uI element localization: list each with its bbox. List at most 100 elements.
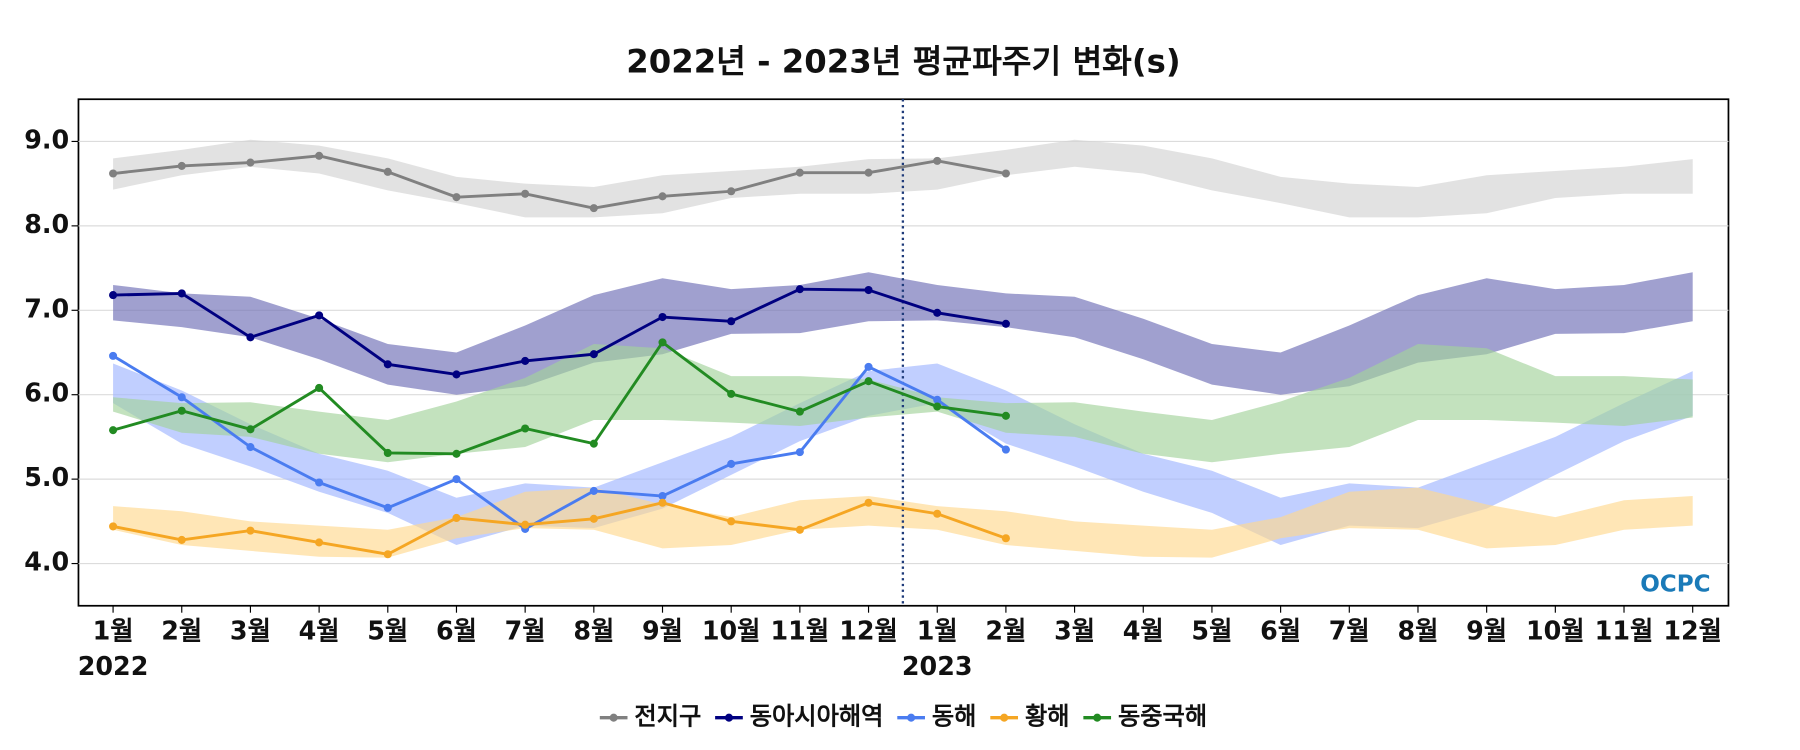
legend-marker [1093,713,1102,722]
data-point [864,168,873,177]
x-tick-label: 9월 [642,615,683,645]
legend: 전지구 동아시아해역 동해 황해 동중국해 [599,703,1207,731]
data-point [452,370,461,379]
data-point [383,360,392,369]
data-point [246,425,255,434]
data-point [589,439,598,448]
data-point [727,459,736,468]
legend-label: 전지구 [634,703,701,731]
data-point [452,193,461,202]
y-tick-label: 8.0 [24,209,69,239]
data-point [727,317,736,326]
data-point [589,204,598,213]
data-point [933,509,942,518]
data-point [795,168,804,177]
data-point [246,333,255,342]
legend-label: 황해 [1025,703,1070,731]
x-tick-label: 5월 [367,615,408,645]
data-point [933,308,942,317]
data-point [727,389,736,398]
x-tick-label: 6월 [436,615,477,645]
y-tick-label: 4.0 [24,547,69,577]
x-tick-label: 11월 [1595,615,1654,645]
data-point [521,189,530,198]
data-point [1001,534,1010,543]
data-point [933,402,942,411]
data-point [864,377,873,386]
data-point [177,535,186,544]
data-point [383,167,392,176]
x-tick-label: 4월 [299,615,340,645]
data-point [1001,169,1010,178]
data-point [383,550,392,559]
data-point [315,538,324,547]
legend-marker [907,713,916,722]
data-point [177,161,186,170]
x-tick-label: 6월 [1260,615,1301,645]
x-tick-label: 2월 [161,615,202,645]
data-point [109,351,118,360]
data-point [177,393,186,402]
data-point [383,448,392,458]
x-tick-label: 12월 [1663,615,1722,645]
chart-title: 2022년 - 2023년 평균파주기 변화(s) [626,42,1180,80]
data-point [864,498,873,507]
x-tick-label: 8월 [1397,615,1438,645]
data-point [315,478,324,487]
data-point [315,383,324,392]
data-point [1001,319,1010,328]
data-point [589,486,598,495]
x-tick-label: 4월 [1123,615,1164,645]
data-point [589,350,598,359]
data-point [315,311,324,320]
data-point [521,424,530,433]
data-point [1001,411,1010,420]
data-point [864,362,873,371]
legend-label: 동중국해 [1118,703,1207,731]
series-line [113,287,1007,376]
plot-layer [78,99,1729,606]
data-point [109,169,118,178]
data-point [109,426,118,435]
data-point [658,192,667,201]
data-point [933,156,942,165]
data-point [246,158,255,167]
data-point [246,443,255,452]
data-point [177,289,186,298]
x-tick-label: 7월 [505,615,546,645]
x-tick-label: 11월 [771,615,830,645]
data-point [452,475,461,484]
x-tick-label: 1월 [917,615,958,645]
data-point [1001,445,1010,454]
legend-label: 동해 [932,703,977,731]
year-label: 2022 [78,651,149,681]
data-point [521,356,530,365]
data-point [795,407,804,416]
data-point [658,498,667,507]
data-point [452,449,461,458]
y-tick-label: 5.0 [24,462,69,492]
series-line [112,501,1007,556]
data-point [109,522,118,531]
data-point [109,291,118,300]
range-band [113,139,1693,218]
x-tick-label: 3월 [230,615,271,645]
data-point [315,151,324,160]
x-tick-label: 5월 [1191,615,1232,645]
data-point [658,313,667,322]
logo: OCPC [1640,572,1710,598]
data-point [795,285,804,294]
x-tick-label: 10월 [702,615,761,645]
data-point [246,526,255,535]
series-line [112,154,1007,210]
data-point [864,285,873,295]
x-tick-label: 7월 [1329,615,1370,645]
data-point [658,491,667,501]
x-tick-label: 9월 [1466,615,1507,645]
data-point [177,406,186,415]
series-line [112,340,1007,456]
data-point [452,513,461,523]
y-tick-label: 6.0 [24,378,69,408]
data-point [933,395,942,404]
data-point [521,520,530,529]
